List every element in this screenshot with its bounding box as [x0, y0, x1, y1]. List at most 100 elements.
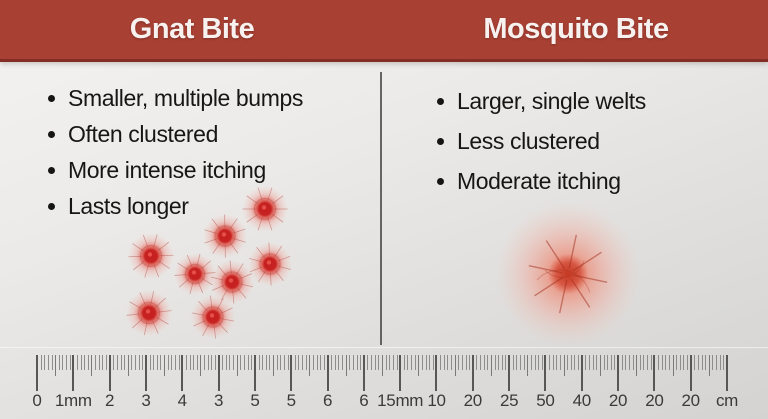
ruler-tick [225, 355, 227, 370]
bullet-dot-icon [437, 177, 444, 185]
ruler-tick [458, 355, 460, 370]
bullet-text: Larger, single welts [457, 87, 646, 114]
ruler-tick [222, 355, 224, 370]
ruler-tick [144, 355, 147, 391]
ruler-label: 50 [536, 391, 555, 410]
ruler-tick [360, 355, 362, 370]
ruler-tick [283, 355, 285, 370]
bullet-text: Smaller, multiple bumps [68, 84, 303, 111]
ruler-tick [520, 355, 521, 370]
ruler-tick [523, 355, 525, 370]
ruler-tick [465, 355, 467, 370]
ruler-tick [512, 355, 514, 370]
bullet-dot-icon [48, 166, 55, 174]
ruler-tick [580, 355, 583, 391]
ruler-tick [309, 355, 311, 376]
ruler-tick [650, 355, 652, 370]
bullet-dot-icon [48, 202, 55, 210]
ruler-tick [544, 355, 547, 391]
ruler-tick [672, 355, 674, 376]
ruler-tick [541, 355, 543, 370]
ruler-tick [47, 355, 49, 370]
ruler-tick [217, 355, 220, 391]
ruler-tick [251, 355, 253, 370]
ruler-tick [124, 355, 126, 370]
ruler-tick [345, 355, 347, 376]
bullet-text: More intense itching [68, 156, 266, 183]
ruler-tick [461, 355, 463, 370]
ruler-tick [269, 355, 271, 370]
ruler-tick [389, 355, 391, 370]
ruler-tick [171, 355, 173, 370]
ruler-tick [138, 355, 140, 370]
ruler-tick [435, 355, 438, 391]
ruler-tick [189, 355, 191, 370]
ruler-tick [487, 355, 489, 370]
bullet-text: Less clustered [457, 127, 600, 154]
bullet-text: Often clustered [68, 120, 218, 147]
ruler-tick [80, 355, 82, 370]
ruler-tick [193, 355, 195, 370]
ruler-tick [185, 355, 187, 370]
ruler-tick [599, 355, 601, 376]
ruler-tick [639, 355, 641, 370]
ruler-tick [167, 355, 169, 370]
ruler-tick [276, 355, 278, 370]
ruler-tick [91, 355, 93, 376]
ruler-tick [471, 355, 474, 391]
ruler-tick [382, 355, 383, 376]
ruler-tick [102, 355, 104, 370]
ruler-tick [563, 355, 565, 376]
ruler-tick [153, 355, 155, 370]
ruler-label: 10 [427, 391, 446, 410]
ruler-tick [683, 355, 685, 370]
gnat-header-cell: Gnat Bite [0, 0, 384, 59]
ruler-tick [287, 355, 289, 370]
ruler-tick [149, 355, 151, 370]
ruler-tick [211, 355, 213, 370]
ruler-tick [349, 355, 351, 370]
ruler-tick [451, 355, 452, 370]
ruler-tick [469, 355, 471, 370]
ruler-tick [51, 355, 53, 370]
ruler-tick [181, 355, 184, 391]
ruler-tick [585, 355, 587, 370]
ruler-tick [273, 355, 275, 376]
ruler-tick [392, 355, 394, 370]
ruler-tick [108, 355, 111, 391]
list-item: Larger, single welts [437, 81, 646, 121]
ruler-tick [106, 355, 107, 370]
ruler-tick [607, 355, 609, 370]
ruler: 0 1mm 2 3 4 3 5 5 6 6 15mm 10 20 25 50 40 20 20 20 cm [0, 347, 768, 419]
ruler-tick [480, 355, 482, 370]
ruler-tick [385, 355, 387, 370]
ruler-tick [443, 355, 445, 370]
ruler-tick [240, 355, 242, 370]
ruler-tick [116, 355, 118, 370]
ruler-tick [36, 355, 38, 391]
gnat-bullet-list: Smaller, multiple bumps Often clustered … [48, 80, 303, 224]
ruler-tick [483, 355, 485, 370]
ruler-tick [253, 355, 256, 391]
ruler-tick [320, 355, 322, 370]
ruler-tick [120, 355, 122, 370]
header-bar: Gnat Bite Mosquito Bite [0, 0, 768, 62]
ruler-tick [661, 355, 663, 370]
comparison-body: Smaller, multiple bumps Often clustered … [0, 62, 768, 347]
ruler-tick [298, 355, 300, 370]
ruler-tick [632, 355, 634, 370]
ruler-tick [625, 355, 627, 370]
ruler-tick [55, 355, 57, 376]
list-item: Moderate itching [437, 161, 646, 201]
ruler-tick [200, 355, 202, 376]
ruler-tick [356, 355, 358, 370]
ruler-tick [196, 355, 198, 370]
bullet-dot-icon [48, 130, 55, 138]
ruler-tick [175, 355, 176, 370]
ruler-tick [131, 355, 133, 370]
ruler-tick [265, 355, 267, 370]
ruler-tick [407, 355, 409, 370]
ruler-tick [421, 355, 423, 370]
ruler-label: 5 [250, 391, 260, 410]
